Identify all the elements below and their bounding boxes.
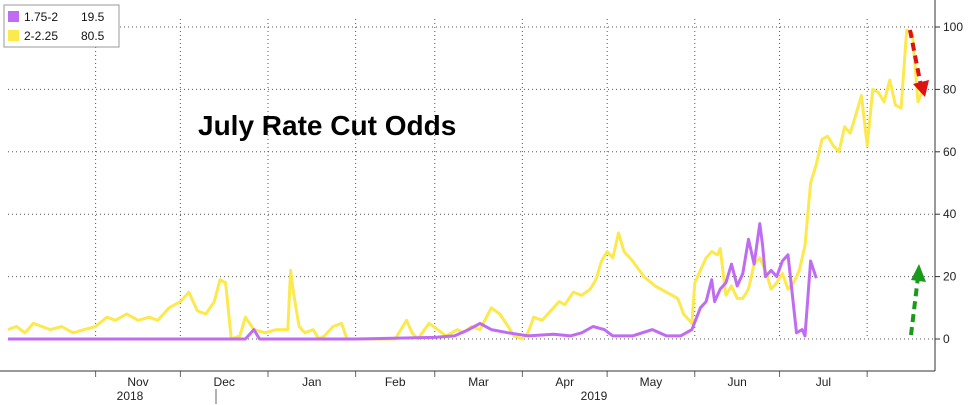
y-tick-label: 20 [943, 270, 957, 284]
y-tick-label: 40 [943, 207, 957, 221]
x-tick-label: Dec [214, 375, 235, 389]
x-tick-label: May [640, 375, 663, 389]
y-tick-label: 80 [943, 82, 957, 96]
y-tick-label: 100 [943, 20, 963, 34]
legend-swatch-series-1 [8, 11, 19, 22]
red-down-arrow-icon [908, 29, 929, 97]
legend: 1.75-2 19.5 2-2.25 80.5 [3, 4, 120, 48]
legend-value-series-1: 19.5 [81, 10, 105, 24]
legend-label-series-2: 2-2.25 [24, 29, 58, 43]
annotation-arrows [908, 29, 929, 336]
series-lines [7, 28, 926, 341]
x-tick-label: Jun [727, 375, 746, 389]
x-tick-label: Jul [816, 375, 831, 389]
x-tick-label: Apr [555, 375, 574, 389]
year-label-2018: 2018 [117, 389, 144, 403]
year-label-2019: 2019 [581, 389, 608, 403]
x-tick-label: Nov [127, 375, 148, 389]
green-up-arrow-icon [909, 264, 926, 336]
y-tick-label: 60 [943, 145, 957, 159]
chart-title: July Rate Cut Odds [198, 110, 456, 141]
series-line-1 [8, 222, 818, 341]
legend-box [3, 4, 120, 48]
x-tick-label: Feb [385, 375, 406, 389]
legend-value-series-2: 80.5 [81, 29, 105, 43]
x-tick-label: Jan [302, 375, 321, 389]
x-tick-label: Mar [468, 375, 489, 389]
series-line-2 [7, 28, 926, 341]
legend-label-series-1: 1.75-2 [24, 10, 58, 24]
y-tick-label: 0 [943, 332, 950, 346]
legend-swatch-series-2 [8, 30, 19, 41]
